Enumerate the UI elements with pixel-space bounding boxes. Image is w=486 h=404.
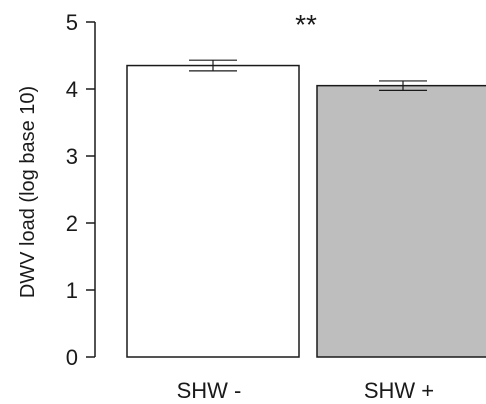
y-tick-label-5: 5 xyxy=(66,10,78,35)
significance-annotation: ** xyxy=(295,9,317,40)
bar-1 xyxy=(126,64,300,358)
y-tick-label-4: 4 xyxy=(66,77,78,102)
bars xyxy=(126,64,486,358)
x-category-label-1: SHW - xyxy=(177,378,242,403)
y-tick-label-1: 1 xyxy=(66,278,78,303)
y-tick-label-3: 3 xyxy=(66,144,78,169)
y-axis: 0 1 2 3 4 5 xyxy=(66,10,96,370)
x-category-label-2: SHW + xyxy=(364,378,434,403)
x-axis-labels: SHW - SHW + xyxy=(177,378,435,403)
y-axis-title: DWV load (log base 10) xyxy=(17,86,39,298)
bar-2 xyxy=(316,84,486,358)
error-bars xyxy=(189,59,427,91)
y-tick-label-2: 2 xyxy=(66,211,78,236)
y-tick-label-0: 0 xyxy=(66,345,78,370)
